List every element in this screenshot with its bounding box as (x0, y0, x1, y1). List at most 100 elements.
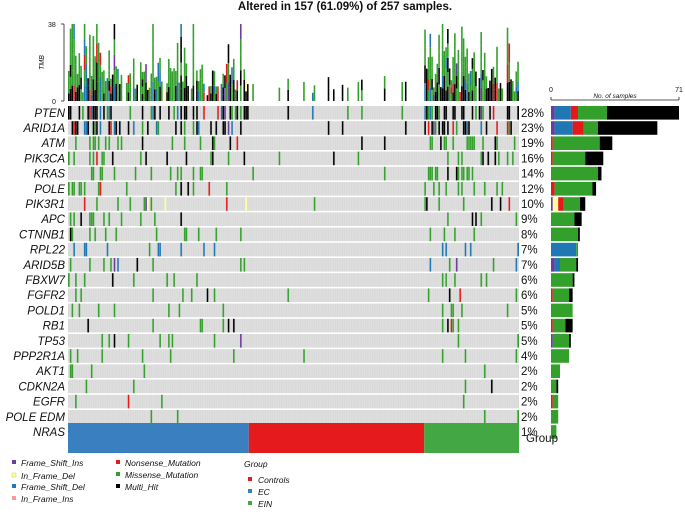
mutation-cell (75, 121, 77, 135)
samples-bar-segment (551, 227, 579, 242)
tmb-bar-segment (180, 36, 182, 50)
gene-percent-label: 1% (521, 427, 538, 439)
mutation-cell (215, 121, 218, 135)
mutation-cell (120, 212, 123, 226)
tmb-bar-segment (115, 66, 117, 84)
mutation-cell (187, 182, 190, 196)
matrix-row-background (68, 288, 519, 302)
mutation-cell (141, 106, 144, 120)
gene-label: RPL22 (30, 245, 66, 257)
tmb-bar-segment (192, 70, 195, 86)
mutation-cell (466, 136, 469, 150)
tmb-bar-segment (153, 89, 156, 101)
mutation-cell (175, 121, 177, 135)
tmb-bar-segment (464, 56, 467, 68)
mutation-cell (245, 197, 247, 211)
gene-label: POLD1 (27, 305, 65, 317)
mutation-cell (461, 303, 463, 318)
tmb-bar-segment (508, 81, 511, 101)
tmb-bar-segment (155, 88, 158, 101)
tmb-bar-segment (447, 43, 449, 58)
tmb-bar-segment (94, 67, 96, 79)
tmb-bar-segment (427, 68, 430, 80)
samples-bar-segment (552, 197, 559, 211)
tmb-bar-segment (117, 79, 119, 91)
tmb-bar-segment (150, 73, 153, 81)
mutation-cell (229, 136, 232, 150)
tmb-bar-segment (75, 64, 77, 74)
matrix-row-background (68, 136, 519, 150)
tmb-bar-segment (83, 85, 86, 101)
tmb-bar-segment (471, 79, 474, 91)
tmb-bar-segment (150, 80, 153, 88)
tmb-bar-segment (455, 63, 458, 76)
mutation-cell (462, 197, 465, 211)
mutation-cell (243, 106, 246, 120)
gene-label: RB1 (43, 321, 65, 333)
tmb-bar-segment (192, 54, 195, 71)
tmb-bar-segment (183, 74, 186, 88)
samples-axis-title: No. of samples (593, 93, 637, 100)
mutation-cell (436, 166, 439, 181)
mutation-cell (108, 121, 111, 135)
tmb-bar-segment (483, 52, 486, 69)
tmb-bar-segment (141, 72, 144, 80)
tmb-bar-segment (485, 88, 488, 101)
mutation-cell (92, 166, 95, 181)
tmb-bar-segment (96, 24, 98, 44)
mutation-cell (508, 106, 511, 120)
tmb-bar-segment (85, 46, 88, 65)
tmb-bar-segment (213, 78, 216, 87)
mutation-cell (443, 121, 446, 135)
tmb-bar-segment (96, 43, 98, 63)
tmb-bar-segment (69, 76, 72, 89)
mutation-cell (73, 242, 76, 257)
tmb-bar-segment (143, 71, 146, 87)
tmb-bar-segment (515, 71, 518, 79)
mutation-cell (452, 121, 455, 135)
mutation-cell (464, 242, 467, 257)
tmb-bar-segment (111, 87, 114, 101)
mutation-cell (239, 258, 242, 272)
mutation-cell (424, 197, 426, 211)
mutation-cell (473, 227, 476, 242)
legend-label: Nonsense_Mutation (125, 458, 201, 468)
tmb-bar-segment (239, 70, 242, 86)
mutation-cell (153, 212, 156, 226)
tmb-bar-segment (231, 84, 233, 101)
mutation-cell (515, 349, 518, 363)
tmb-bar-segment (506, 45, 509, 65)
tmb-bar-segment (213, 93, 216, 101)
tmb-bar-segment (71, 39, 74, 55)
tmb-bar-segment (103, 85, 105, 94)
tmb-bar-segment (87, 85, 89, 94)
mutation-cell (68, 273, 70, 287)
tmb-bar-segment (110, 93, 112, 101)
mutation-cell (357, 151, 360, 166)
mutation-cell (168, 106, 170, 120)
tmb-bar-segment (199, 69, 202, 80)
samples-bar-segment (551, 334, 553, 348)
tmb-bar-segment (462, 75, 465, 89)
tmb-bar-segment (73, 85, 75, 101)
mutation-cell (85, 379, 88, 394)
mutation-cell (201, 166, 204, 181)
mutation-cell (113, 166, 116, 181)
tmb-bar-segment (341, 84, 344, 101)
mutation-cell (441, 121, 444, 135)
mutation-cell (517, 242, 519, 257)
tmb-bar-segment (161, 81, 163, 101)
mutation-cell (332, 151, 335, 166)
mutation-cell (454, 106, 456, 120)
mutation-cell (445, 273, 448, 287)
mutation-cell (222, 106, 225, 120)
tmb-bar-segment (117, 90, 119, 101)
tmb-bar-segment (73, 70, 75, 86)
mutation-cell (441, 303, 444, 318)
gene-label: ARID5B (22, 260, 65, 272)
tmb-bar-segment (478, 78, 481, 101)
mutation-cell (134, 166, 137, 181)
mutation-cell (75, 136, 77, 150)
mutation-cell (441, 349, 444, 363)
tmb-bar-segment (494, 77, 497, 90)
